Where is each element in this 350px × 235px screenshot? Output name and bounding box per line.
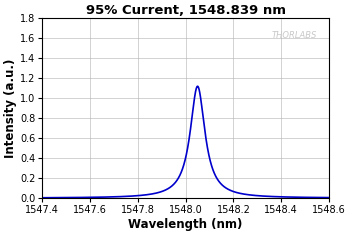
- X-axis label: Wavelength (nm): Wavelength (nm): [128, 218, 243, 231]
- Title: 95% Current, 1548.839 nm: 95% Current, 1548.839 nm: [86, 4, 286, 17]
- Text: THORLABS: THORLABS: [272, 31, 317, 40]
- Y-axis label: Intensity (a.u.): Intensity (a.u.): [4, 59, 17, 158]
